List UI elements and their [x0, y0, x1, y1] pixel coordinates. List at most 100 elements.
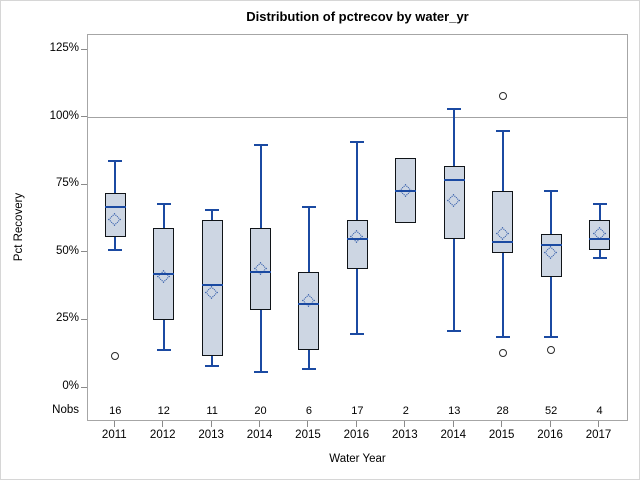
outlier-point	[498, 91, 507, 100]
nobs-value: 2	[402, 405, 409, 417]
x-tick-mark	[452, 421, 454, 427]
chart-title: Distribution of pctrecov by water_yr	[246, 9, 469, 24]
reference-line-100pct	[88, 117, 627, 119]
upper-whisker-cap	[156, 203, 171, 206]
median-line	[589, 238, 610, 241]
median-line	[250, 270, 272, 273]
upper-whisker-cap	[108, 159, 123, 162]
median-line	[153, 273, 175, 276]
lower-whisker-line	[501, 252, 504, 337]
y-tick-mark	[81, 48, 87, 50]
upper-whisker-line	[453, 109, 456, 167]
lower-whisker-cap	[301, 368, 316, 371]
box	[492, 190, 514, 253]
upper-whisker-line	[356, 141, 359, 221]
x-tick-mark	[162, 421, 164, 427]
x-tick-label: 2015	[488, 429, 515, 441]
nobs-value: 4	[596, 405, 603, 417]
nobs-value: 13	[448, 405, 461, 417]
y-tick-mark	[81, 116, 87, 118]
upper-whisker-line	[598, 204, 601, 221]
upper-whisker-line	[501, 131, 504, 191]
lower-whisker-line	[114, 236, 117, 251]
median-line	[443, 178, 465, 181]
nobs-value: 12	[157, 405, 170, 417]
y-tick-mark	[81, 183, 87, 185]
lower-whisker-cap	[205, 365, 220, 368]
x-tick-label: 2016	[343, 429, 370, 441]
y-tick-label: 75%	[55, 177, 79, 190]
y-axis-title: Pct Recovery	[13, 192, 25, 262]
upper-whisker-cap	[205, 208, 220, 211]
x-tick-mark	[501, 421, 503, 427]
lower-whisker-line	[453, 239, 456, 332]
lower-whisker-line	[307, 350, 310, 370]
upper-whisker-line	[307, 206, 310, 272]
lower-whisker-cap	[350, 332, 365, 335]
lower-whisker-line	[356, 269, 359, 334]
x-tick-mark	[598, 421, 599, 427]
x-tick-label: 2011	[101, 429, 127, 441]
lower-whisker-cap	[156, 349, 171, 352]
x-tick-label: 2013	[392, 429, 418, 441]
x-tick-label: 2016	[537, 429, 563, 441]
x-tick-mark	[210, 421, 212, 427]
box	[589, 220, 610, 251]
outlier-point	[547, 346, 556, 355]
lower-whisker-cap	[253, 370, 268, 373]
lower-whisker-cap	[592, 257, 607, 260]
upper-whisker-cap	[495, 130, 510, 133]
y-tick-mark	[81, 318, 87, 320]
upper-whisker-line	[259, 144, 262, 229]
box	[346, 220, 368, 270]
y-tick-label: 100%	[49, 109, 79, 122]
nobs-value: 11	[206, 405, 218, 417]
y-tick-label: 125%	[49, 42, 79, 54]
lower-whisker-line	[259, 309, 262, 372]
y-tick-mark	[81, 251, 87, 253]
x-tick-mark	[549, 421, 551, 427]
x-tick-mark	[259, 421, 261, 427]
plot-area: 16 12 11 20 6 17 2 13 28 52 4	[87, 34, 628, 421]
lower-whisker-cap	[495, 335, 510, 338]
nobs-value: 16	[109, 405, 122, 417]
upper-whisker-line	[211, 209, 214, 221]
median-line	[492, 240, 514, 243]
x-tick-mark	[113, 421, 115, 427]
x-tick-label: 2014	[440, 429, 467, 441]
median-line	[395, 189, 417, 192]
upper-whisker-cap	[253, 143, 268, 146]
y-tick-label: 25%	[55, 312, 79, 325]
y-tick-mark	[81, 386, 87, 388]
x-axis-title: Water Year	[329, 453, 386, 465]
box	[298, 271, 320, 351]
lower-whisker-line	[598, 250, 601, 259]
box	[201, 220, 223, 356]
lower-whisker-cap	[447, 330, 462, 333]
x-tick-mark	[355, 421, 357, 427]
nobs-value: 20	[254, 405, 267, 417]
lower-whisker-line	[211, 355, 214, 367]
lower-whisker-cap	[108, 249, 123, 252]
x-tick-label: 2012	[149, 429, 176, 441]
box	[250, 228, 272, 310]
box	[443, 166, 465, 240]
upper-whisker-cap	[592, 203, 607, 206]
nobs-value: 52	[544, 405, 558, 417]
nobs-value: 17	[351, 405, 364, 417]
upper-whisker-cap	[544, 189, 559, 192]
x-tick-mark	[404, 421, 406, 427]
upper-whisker-line	[114, 160, 117, 194]
y-tick-label: 50%	[55, 244, 79, 257]
lower-whisker-line	[162, 320, 165, 351]
x-tick-label: 2015	[295, 429, 321, 441]
nobs-axis-label: Nobs	[52, 404, 79, 416]
lower-whisker-line	[550, 277, 553, 337]
upper-whisker-cap	[301, 205, 316, 208]
nobs-value: 28	[496, 405, 509, 417]
y-tick-label: 0%	[62, 380, 79, 392]
nobs-value: 6	[305, 405, 313, 417]
median-line	[540, 243, 562, 246]
upper-whisker-cap	[350, 140, 365, 143]
